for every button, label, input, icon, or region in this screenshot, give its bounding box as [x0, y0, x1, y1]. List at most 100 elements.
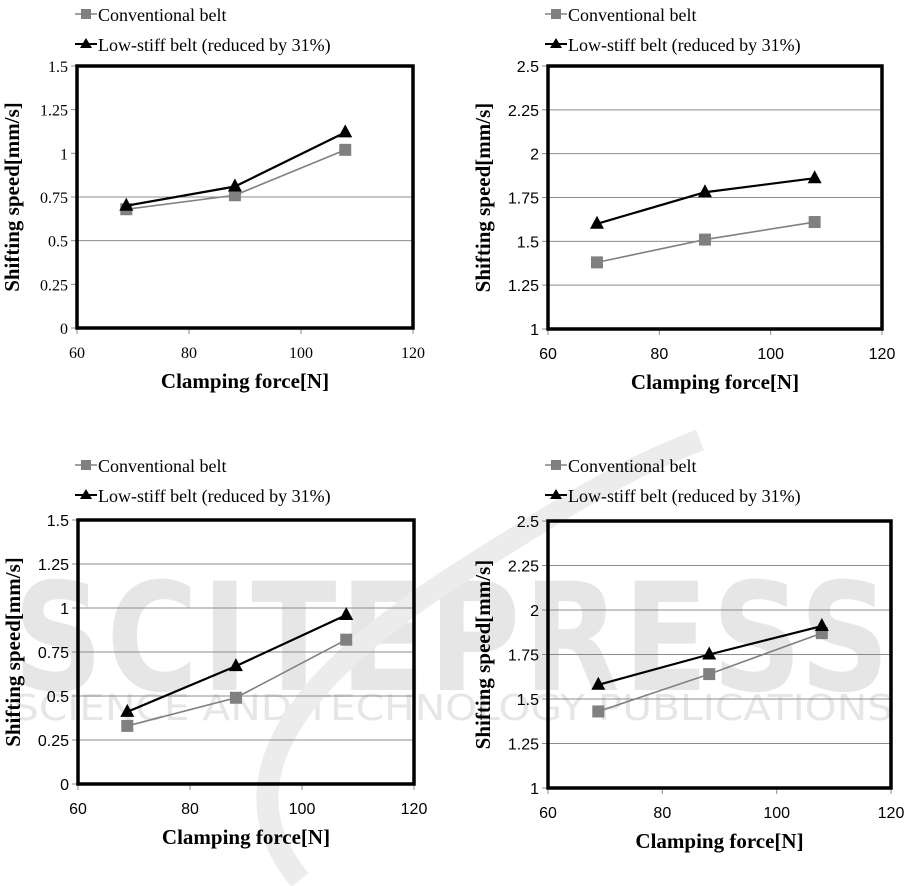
data-point-square — [121, 719, 134, 732]
data-point-triangle — [697, 184, 712, 198]
y-tick-label: 1.5 — [517, 692, 539, 709]
legend: Conventional belt Low-stiff belt (reduced… — [545, 5, 801, 56]
legend-label-conventional: Conventional belt — [98, 5, 226, 25]
y-tick-label: 2 — [530, 147, 539, 164]
watermark-sub-text: SCIENCE AND TECHNOLOGY PUBLICATIONS — [13, 688, 893, 729]
legend-label-lowstiff: Low-stiff belt (reduced by 31%) — [568, 486, 801, 507]
y-tick-label: 1.5 — [47, 513, 69, 530]
y-tick-label: 0.5 — [48, 234, 68, 251]
y-tick-label: 2.5 — [517, 59, 539, 76]
data-point-square — [808, 216, 821, 229]
data-point-triangle — [591, 676, 606, 690]
y-tick-label: 1.25 — [38, 557, 69, 574]
data-point-triangle — [338, 124, 353, 138]
x-tick-label: 60 — [539, 805, 557, 822]
y-tick-label: 1 — [60, 601, 69, 618]
plot-frame — [75, 64, 415, 330]
data-point-square — [340, 633, 353, 646]
y-tick-label: 1.75 — [508, 648, 539, 665]
x-tick-label: 60 — [539, 346, 557, 363]
x-tick-label: 120 — [401, 345, 425, 362]
y-tick-label: 0.25 — [38, 733, 69, 750]
charts: Conventional belt Low-stiff belt (reduced… — [0, 5, 904, 853]
x-tick-label: 120 — [878, 805, 905, 822]
data-point-triangle — [228, 658, 243, 672]
y-tick-label: 1.25 — [40, 103, 68, 120]
data-point-triangle — [119, 197, 134, 211]
y-tick-label: 2.25 — [508, 103, 539, 120]
legend-label-lowstiff: Low-stiff belt (reduced by 31%) — [98, 486, 331, 507]
x-axis-label: Clamping force[N] — [162, 825, 330, 849]
legend-label-lowstiff: Low-stiff belt (reduced by 31%) — [568, 35, 801, 56]
x-tick-label: 100 — [289, 801, 316, 818]
plot-frame — [546, 64, 884, 331]
series-lowstiff — [119, 124, 353, 211]
x-tick-label: 80 — [181, 345, 197, 362]
y-tick-label: 1 — [530, 781, 539, 798]
legend-square-marker-icon — [81, 460, 91, 470]
y-axis-label: Shifting speed[mm/s] — [471, 103, 495, 293]
series-conventional — [120, 143, 352, 216]
y-tick-label: 0.75 — [38, 645, 69, 662]
y-tick-label: 1 — [530, 322, 539, 339]
y-tick-label: 2.5 — [517, 514, 539, 531]
series-lowstiff — [589, 170, 822, 229]
data-point-triangle — [814, 618, 829, 632]
y-tick-label: 0.5 — [47, 689, 69, 706]
y-tick-label: 1.25 — [508, 278, 539, 295]
legend: Conventional belt Low-stiff belt (reduced… — [545, 456, 801, 507]
data-point-triangle — [589, 215, 604, 229]
x-tick-label: 120 — [401, 801, 428, 818]
chart-top-right: Conventional belt Low-stiff belt (reduced… — [471, 5, 895, 394]
y-tick-label: 2.25 — [508, 559, 539, 576]
y-tick-label: 2 — [530, 603, 539, 620]
chart-bottom-right: Conventional belt Low-stiff belt (reduced… — [471, 456, 904, 853]
series-lowstiff — [591, 618, 829, 690]
x-tick-label: 100 — [757, 346, 784, 363]
series-lowstiff — [120, 607, 354, 717]
x-tick-label: 100 — [763, 805, 790, 822]
x-tick-label: 80 — [181, 801, 199, 818]
legend: Conventional belt Low-stiff belt (reduced… — [75, 456, 331, 507]
y-tick-label: 1.25 — [508, 737, 539, 754]
legend-label-lowstiff: Low-stiff belt (reduced by 31%) — [98, 35, 331, 56]
data-point-square — [590, 256, 603, 269]
series-conventional — [121, 633, 353, 732]
data-point-square — [592, 705, 605, 718]
legend-triangle-marker-icon — [550, 489, 562, 499]
data-point-square — [229, 691, 242, 704]
x-tick-label: 80 — [653, 805, 671, 822]
series-line — [596, 177, 815, 225]
legend-square-marker-icon — [551, 9, 561, 19]
x-tick-label: 120 — [869, 346, 896, 363]
x-tick-label: 60 — [69, 801, 87, 818]
y-tick-label: 1.5 — [48, 59, 68, 76]
y-tick-label: 0 — [60, 777, 69, 794]
y-axis-label: Shifting speed[mm/s] — [471, 560, 495, 750]
data-point-triangle — [227, 178, 242, 192]
legend-label-conventional: Conventional belt — [568, 5, 696, 25]
data-point-square — [703, 668, 716, 681]
legend-triangle-marker-icon — [80, 38, 92, 48]
data-point-square — [698, 233, 711, 246]
x-tick-label: 60 — [69, 345, 85, 362]
y-axis-label: Shifting speed[mm/s] — [0, 102, 24, 292]
y-tick-label: 1 — [60, 146, 68, 163]
y-tick-label: 1.5 — [517, 234, 539, 251]
series-conventional — [592, 627, 828, 718]
data-point-triangle — [339, 607, 354, 621]
legend: Conventional belt Low-stiff belt (reduced… — [75, 5, 331, 56]
y-axis-label: Shifting speed[mm/s] — [1, 557, 25, 747]
data-point-triangle — [120, 703, 135, 717]
data-point-triangle — [807, 170, 822, 184]
y-tick-label: 0.75 — [40, 190, 68, 207]
plot-frame — [546, 519, 893, 790]
chart-top-left: Conventional belt Low-stiff belt (reduced… — [0, 5, 425, 393]
x-axis-label: Clamping force[N] — [631, 370, 799, 394]
data-point-triangle — [702, 646, 717, 660]
data-point-square — [339, 143, 352, 156]
watermark: SCITEPRESS SCIENCE AND TECHNOLOGY PUBLIC… — [13, 429, 893, 886]
x-axis-label: Clamping force[N] — [635, 829, 803, 853]
chart-bottom-left: Conventional belt Low-stiff belt (reduced… — [1, 456, 427, 849]
